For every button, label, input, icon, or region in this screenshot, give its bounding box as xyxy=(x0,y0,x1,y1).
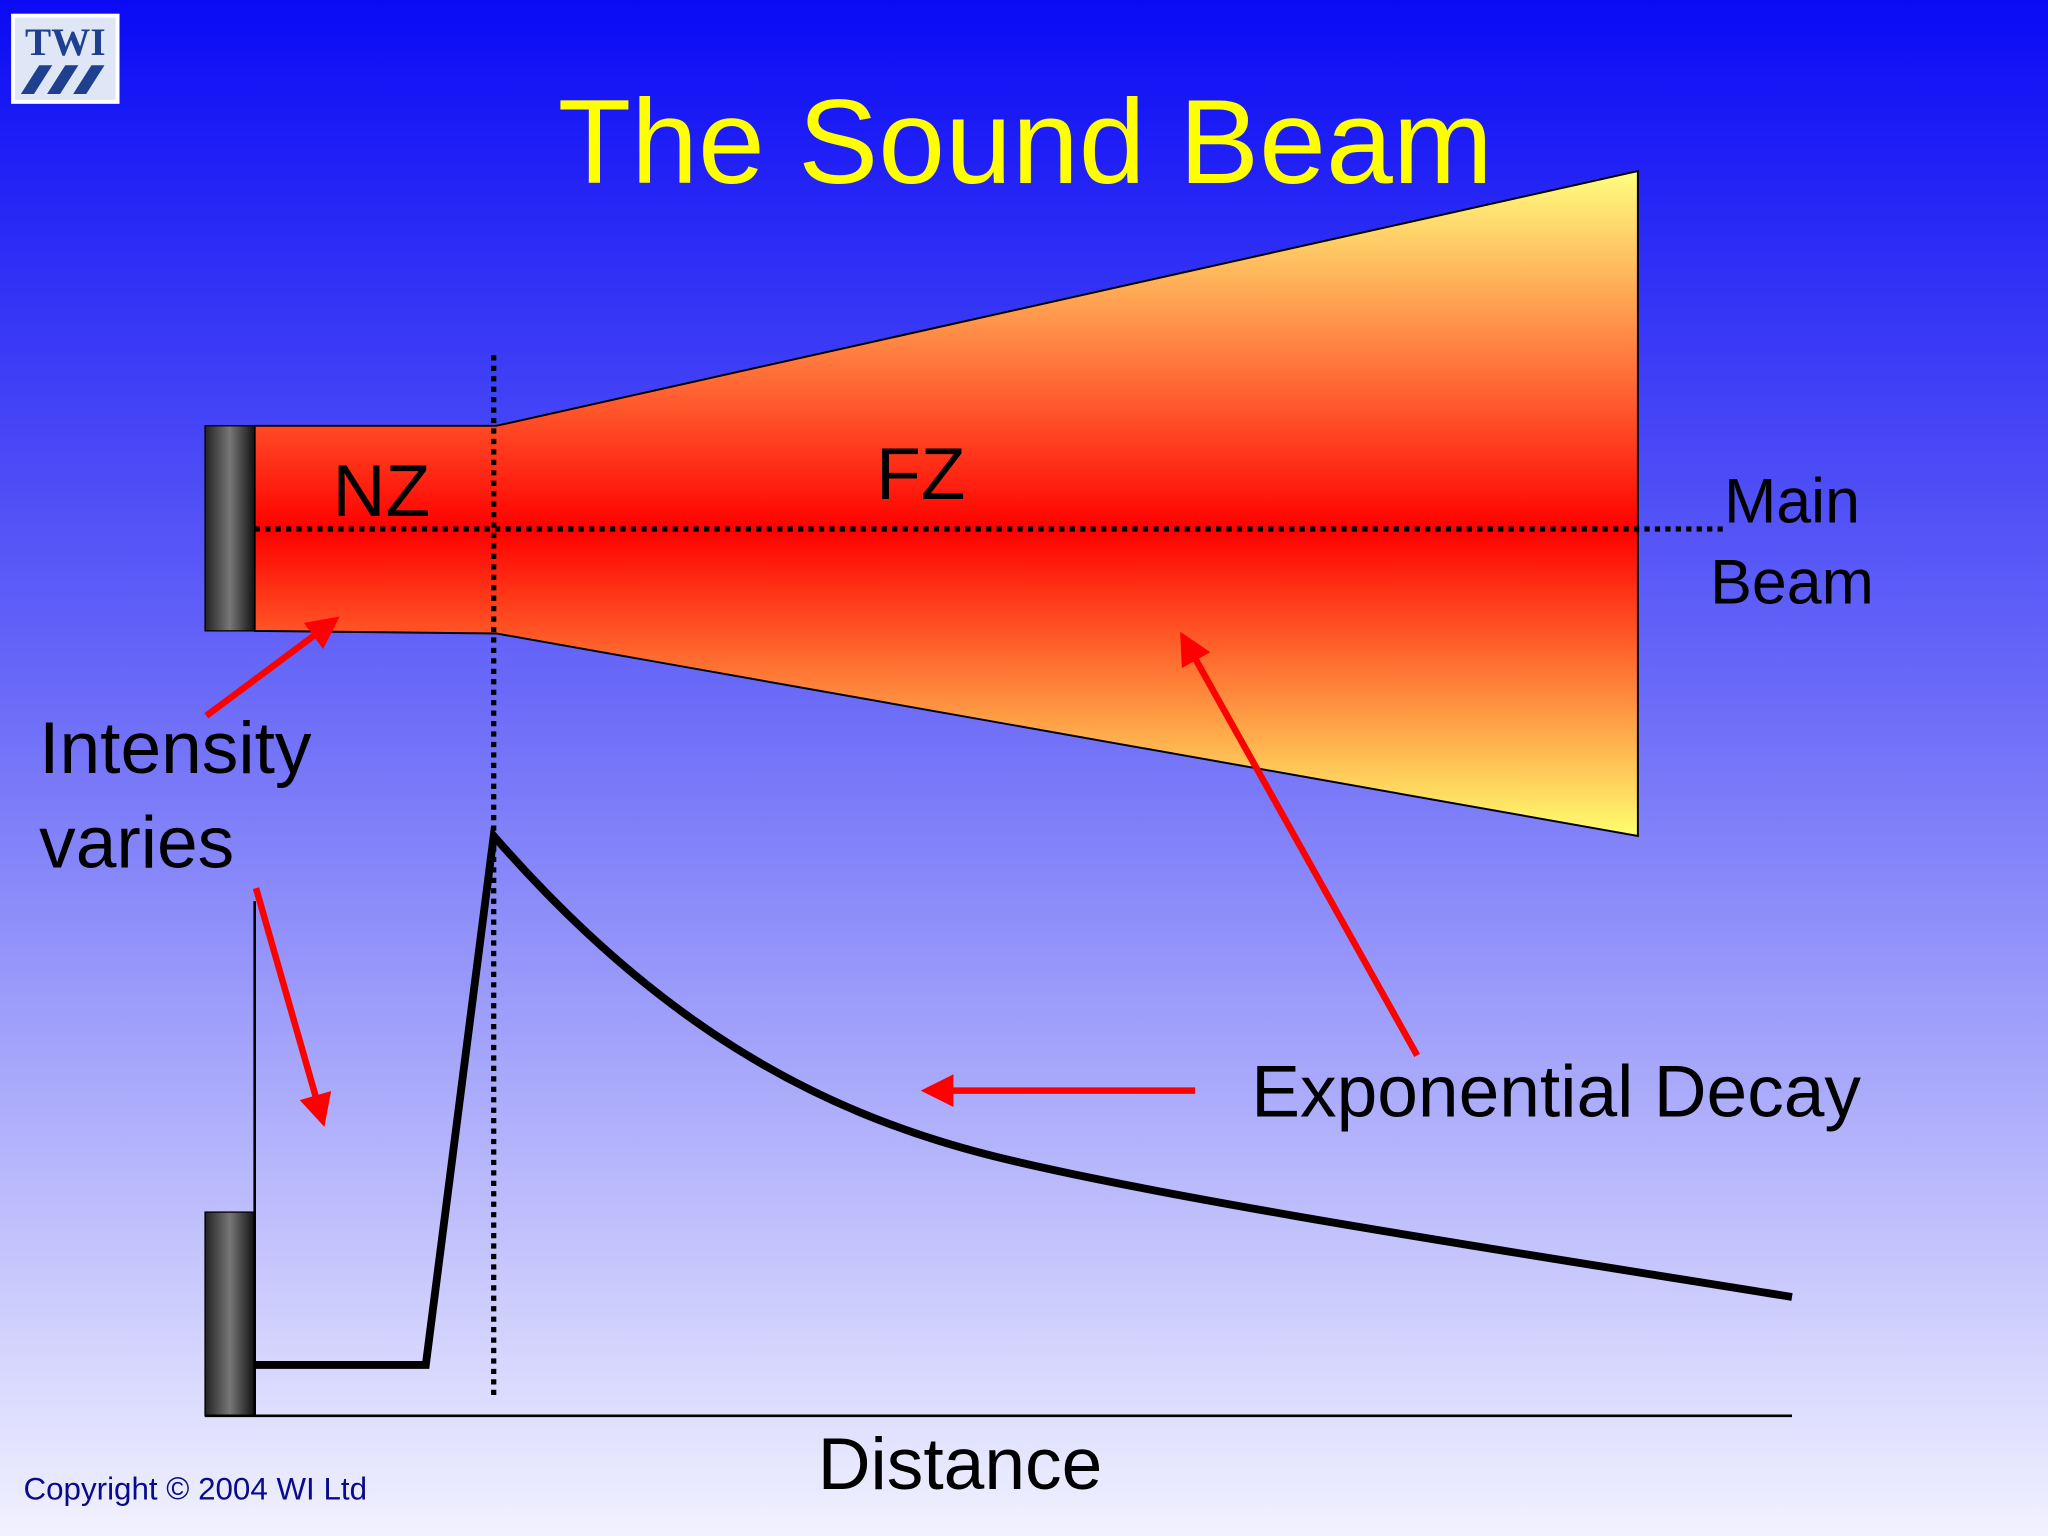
main-beam-label: Main xyxy=(1724,466,1860,536)
arrow xyxy=(252,887,332,1127)
intensity-label: Intensity xyxy=(39,708,312,789)
footer: Copyright © 2004 WI Ltd xyxy=(24,1471,368,1506)
near-zone-label: NZ xyxy=(333,451,430,532)
arrow xyxy=(1180,631,1420,1057)
title: The Sound Beam xyxy=(558,75,1493,209)
distance-label: Distance xyxy=(818,1424,1103,1505)
main-beam-label: Beam xyxy=(1710,547,1874,617)
arrow xyxy=(204,616,340,719)
logo: TWI xyxy=(11,13,120,104)
intensity-label: varies xyxy=(39,802,234,883)
decay-label: Exponential Decay xyxy=(1251,1052,1861,1133)
probe-top xyxy=(204,425,256,632)
far-zone-label: FZ xyxy=(876,434,965,515)
logo-text: TWI xyxy=(25,21,106,64)
logo-stripes xyxy=(20,65,105,95)
intensity-curve xyxy=(254,826,1793,1369)
arrows xyxy=(204,616,1420,1127)
probe-bottom xyxy=(204,1211,256,1417)
